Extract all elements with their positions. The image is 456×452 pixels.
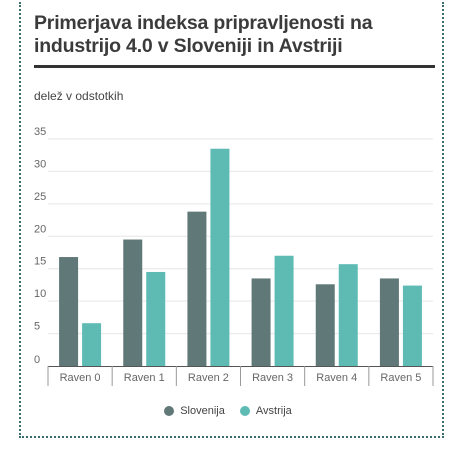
x-tick-label: Raven 2 — [188, 372, 229, 384]
chart-frame — [19, 2, 444, 438]
bar-slovenija-4 — [315, 284, 335, 366]
legend-swatch-avstrija — [239, 406, 250, 416]
y-tick-label: 5 — [34, 321, 40, 333]
x-tick-label: Raven 4 — [316, 372, 357, 384]
bar-slovenija-2 — [187, 211, 207, 366]
bar-avstrija-2 — [210, 148, 230, 366]
legend-item-avstrija[interactable]: Avstrija — [239, 405, 292, 417]
legend-item-slovenija[interactable]: Slovenija — [164, 405, 225, 417]
x-tick-label: Raven 3 — [252, 372, 293, 384]
bar-avstrija-3 — [274, 255, 294, 366]
y-tick-label: 20 — [34, 223, 46, 235]
bar-slovenija-3 — [251, 278, 271, 366]
bar-avstrija-0 — [82, 323, 102, 366]
title-divider — [34, 65, 435, 68]
y-tick-label: 30 — [34, 158, 46, 170]
legend-label-avstrija: Avstrija — [255, 405, 292, 417]
bar-avstrija-1 — [146, 271, 166, 366]
bar-slovenija-1 — [123, 239, 143, 366]
x-tick-label: Raven 1 — [124, 372, 165, 384]
y-tick-label: 0 — [34, 354, 40, 366]
bar-slovenija-5 — [379, 278, 399, 366]
y-tick-label: 35 — [34, 126, 46, 138]
y-axis-label: delež v odstotkih — [34, 89, 124, 103]
y-tick-label: 25 — [34, 191, 46, 203]
x-tick-label: Raven 5 — [380, 372, 421, 384]
y-tick-label: 15 — [34, 256, 46, 268]
legend-swatch-slovenija — [164, 406, 175, 416]
y-tick-label: 10 — [34, 288, 46, 300]
bar-avstrija-5 — [402, 285, 422, 366]
chart-title: Primerjava indeksa pripravljenosti na in… — [34, 12, 373, 57]
legend-label-slovenija: Slovenija — [180, 405, 225, 417]
x-tick-label: Raven 0 — [60, 372, 101, 384]
bar-avstrija-4 — [338, 264, 358, 366]
bar-slovenija-0 — [59, 257, 79, 366]
legend: Slovenija Avstrija — [0, 405, 456, 419]
